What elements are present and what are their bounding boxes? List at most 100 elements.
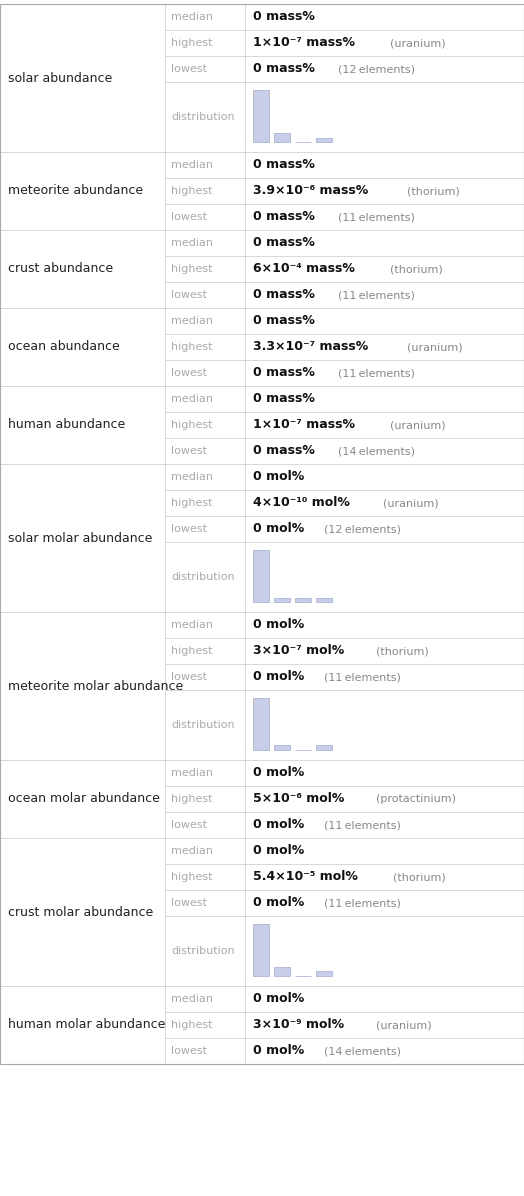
Bar — [165, 916, 245, 986]
Text: highest: highest — [171, 264, 213, 274]
Text: highest: highest — [171, 872, 213, 881]
Text: 0 mass%: 0 mass% — [253, 210, 315, 224]
Bar — [165, 864, 245, 890]
Bar — [0, 230, 165, 309]
Bar — [274, 966, 290, 976]
Text: 3.3×10⁻⁷ mass%: 3.3×10⁻⁷ mass% — [253, 341, 368, 354]
Text: 0 mol%: 0 mol% — [253, 523, 304, 536]
Bar — [0, 386, 165, 464]
Text: lowest: lowest — [171, 446, 207, 456]
Bar — [165, 490, 245, 515]
Bar — [274, 745, 290, 750]
Bar — [165, 30, 245, 56]
Text: solar molar abundance: solar molar abundance — [8, 531, 152, 544]
Bar — [245, 664, 524, 690]
Text: 0 mol%: 0 mol% — [253, 470, 304, 483]
Text: (12 elements): (12 elements) — [338, 65, 415, 74]
Text: highest: highest — [171, 1020, 213, 1030]
Bar — [165, 759, 245, 786]
Text: 5.4×10⁻⁵ mol%: 5.4×10⁻⁵ mol% — [253, 871, 358, 884]
Text: highest: highest — [171, 187, 213, 196]
Text: (12 elements): (12 elements) — [324, 524, 401, 533]
Bar — [245, 386, 524, 411]
Bar — [165, 309, 245, 334]
Bar — [165, 986, 245, 1012]
Bar — [245, 916, 524, 986]
Bar — [165, 386, 245, 411]
Text: (thorium): (thorium) — [407, 187, 460, 196]
Text: (uranium): (uranium) — [390, 38, 445, 48]
Text: human molar abundance: human molar abundance — [8, 1019, 166, 1031]
Bar — [316, 745, 332, 750]
Text: highest: highest — [171, 794, 213, 804]
Text: highest: highest — [171, 420, 213, 431]
Bar — [274, 598, 290, 602]
Text: lowest: lowest — [171, 524, 207, 533]
Text: (14 elements): (14 elements) — [324, 1046, 401, 1056]
Text: distribution: distribution — [171, 112, 235, 122]
Bar — [245, 464, 524, 490]
Text: human abundance: human abundance — [8, 419, 125, 432]
Text: 0 mol%: 0 mol% — [253, 767, 304, 780]
Text: ocean abundance: ocean abundance — [8, 341, 120, 354]
Bar — [245, 30, 524, 56]
Bar — [245, 230, 524, 256]
Text: 5×10⁻⁶ mol%: 5×10⁻⁶ mol% — [253, 793, 344, 805]
Bar — [165, 786, 245, 812]
Bar — [165, 56, 245, 83]
Bar — [0, 986, 165, 1064]
Bar — [253, 925, 269, 976]
Text: lowest: lowest — [171, 820, 207, 830]
Text: (11 elements): (11 elements) — [338, 368, 415, 378]
Bar — [245, 256, 524, 282]
Text: ocean molar abundance: ocean molar abundance — [8, 793, 160, 805]
Bar — [316, 971, 332, 976]
Bar — [0, 464, 165, 612]
Bar — [245, 515, 524, 542]
Text: 0 mol%: 0 mol% — [253, 844, 304, 858]
Bar — [165, 1038, 245, 1064]
Bar — [0, 4, 524, 1064]
Bar — [0, 309, 165, 386]
Bar — [165, 812, 245, 838]
Text: lowest: lowest — [171, 898, 207, 908]
Bar — [0, 4, 165, 152]
Bar — [0, 612, 165, 759]
Bar — [245, 890, 524, 916]
Text: median: median — [171, 160, 213, 170]
Text: (11 elements): (11 elements) — [338, 289, 415, 300]
Bar — [245, 838, 524, 864]
Bar — [245, 360, 524, 386]
Text: 0 mass%: 0 mass% — [253, 288, 315, 301]
Text: distribution: distribution — [171, 572, 235, 582]
Text: (11 elements): (11 elements) — [324, 672, 401, 682]
Text: (thorium): (thorium) — [376, 646, 429, 655]
Text: 0 mol%: 0 mol% — [253, 618, 304, 631]
Text: (uranium): (uranium) — [376, 1020, 431, 1030]
Text: median: median — [171, 472, 213, 482]
Bar — [245, 282, 524, 309]
Bar — [316, 598, 332, 602]
Text: (uranium): (uranium) — [407, 342, 463, 352]
Text: (11 elements): (11 elements) — [324, 898, 401, 908]
Bar — [165, 438, 245, 464]
Bar — [165, 230, 245, 256]
Bar — [165, 464, 245, 490]
Bar — [165, 890, 245, 916]
Bar — [165, 612, 245, 637]
Bar — [165, 690, 245, 759]
Text: 0 mol%: 0 mol% — [253, 897, 304, 909]
Text: solar abundance: solar abundance — [8, 72, 112, 85]
Text: (protactinium): (protactinium) — [376, 794, 456, 804]
Text: (thorium): (thorium) — [394, 872, 446, 881]
Text: 0 mol%: 0 mol% — [253, 1044, 304, 1057]
Text: meteorite molar abundance: meteorite molar abundance — [8, 679, 183, 692]
Text: (uranium): (uranium) — [383, 498, 439, 508]
Text: median: median — [171, 393, 213, 404]
Text: highest: highest — [171, 342, 213, 352]
Bar — [165, 4, 245, 30]
Bar — [165, 838, 245, 864]
Bar — [165, 542, 245, 612]
Text: lowest: lowest — [171, 672, 207, 682]
Text: 0 mass%: 0 mass% — [253, 366, 315, 379]
